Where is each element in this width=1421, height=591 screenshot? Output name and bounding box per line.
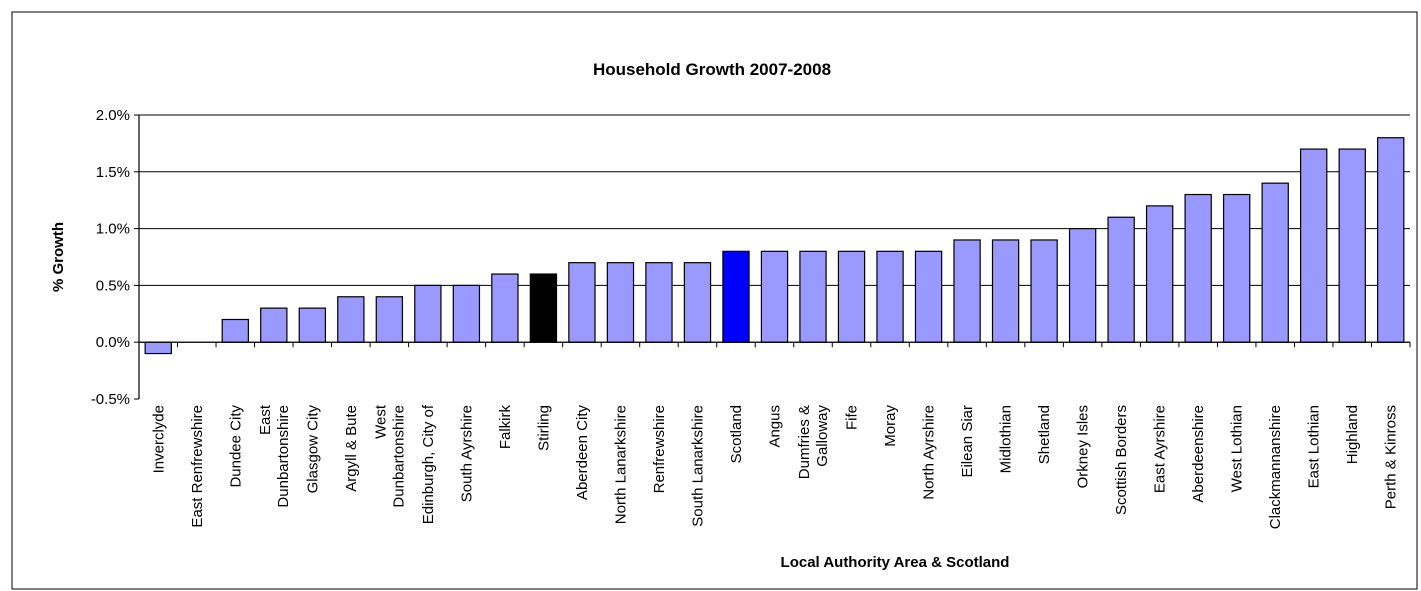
y-tick-label: 0.5% [96,277,130,294]
bar-eilean-siar [954,240,980,342]
x-tick-label: Clackmannanshire [1267,405,1284,529]
x-tick-label: Stirling [535,405,552,451]
bar-inverclyde [145,342,171,353]
bar-aberdeen-city [569,263,595,343]
x-tick-label: Scottish Borders [1113,405,1130,515]
x-tick-label: Inverclyde [150,405,167,473]
bar-south-lanarkshire [684,263,710,343]
bar-west-lothian [1224,195,1250,343]
bar-aberdeenshire [1185,195,1211,343]
bar-shetland [1031,240,1057,342]
x-tick-label: Dundee City [227,405,244,488]
bar-highland [1339,149,1365,342]
chart-title: Household Growth 2007-2008 [593,60,831,79]
x-tick-label: Falkirk [497,405,514,450]
x-tick-label: North Ayrshire [921,405,938,500]
x-tick-label: East Ayrshire [1152,405,1169,493]
bar-scottish-borders [1108,217,1134,342]
bar-renfrewshire [646,263,672,343]
bar-moray [877,251,903,342]
bar-stirling [530,274,556,342]
bar-scotland [723,251,749,342]
x-tick-label: Eilean Siar [959,405,976,478]
bar-dumfries-galloway [800,251,826,342]
x-tick-label: Midlothian [998,405,1015,473]
x-tick-label: East Renfrewshire [189,405,206,528]
x-tick-label: West Lothian [1229,405,1246,492]
bar-east-ayrshire [1147,206,1173,342]
x-tick-label: Aberdeen City [574,405,591,501]
y-tick-label: 1.0% [96,221,130,238]
bar-edinburgh-city-of [415,285,441,342]
bar-glasgow-city [299,308,325,342]
bar-west-dunbartonshire [376,297,402,342]
bar-east-lothian [1301,149,1327,342]
x-tick-label: Moray [882,405,899,447]
bar-north-lanarkshire [607,263,633,343]
x-tick-label: Edinburgh, City of [420,404,437,524]
x-tick-label: Renfrewshire [651,405,668,493]
x-axis-label: Local Authority Area & Scotland [781,554,1010,571]
bar-falkirk [492,274,518,342]
x-tick-label: Shetland [1036,405,1053,464]
x-tick-label: Scotland [728,405,745,463]
x-tick-label: Orkney Isles [1075,405,1092,488]
x-tick-label: South Lanarkshire [689,405,706,527]
x-tick-label: Perth & Kinross [1383,405,1400,509]
y-tick-label: 1.5% [96,164,130,181]
x-tick-label: South Ayrshire [458,405,475,502]
x-tick-label: Angus [767,405,784,448]
bar-south-ayrshire [453,285,479,342]
x-tick-label: Fife [844,405,861,430]
y-axis-label: % Growth [50,222,67,292]
bar-midlothian [992,240,1018,342]
x-tick-label: Glasgow City [304,405,321,494]
bar-fife [838,251,864,342]
x-tick-label: Highland [1344,405,1361,464]
x-tick-label: East Lothian [1306,405,1323,488]
x-tick-label: Aberdeenshire [1190,405,1207,503]
bar-angus [761,251,787,342]
bar-dundee-city [222,319,248,342]
y-tick-label: -0.5% [91,391,130,408]
bar-perth-kinross [1378,138,1404,342]
bar-clackmannanshire [1262,183,1288,342]
x-tick-label: Argyll & Bute [343,405,360,492]
bar-argyll-bute [338,297,364,342]
y-tick-label: 0.0% [96,334,130,351]
x-tick-label: North Lanarkshire [612,405,629,524]
bar-orkney-isles [1070,229,1096,343]
bar-north-ayrshire [915,251,941,342]
y-tick-label: 2.0% [96,107,130,124]
bar-east-dunbartonshire [261,308,287,342]
